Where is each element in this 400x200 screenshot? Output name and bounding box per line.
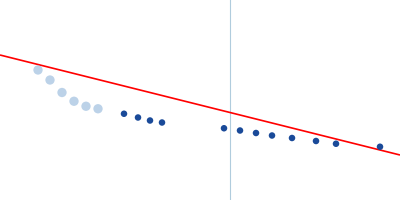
Point bbox=[71, 100, 77, 103]
Point bbox=[95, 107, 101, 110]
Point bbox=[35, 68, 41, 72]
Point bbox=[313, 139, 319, 143]
Point bbox=[289, 136, 295, 140]
Point bbox=[121, 112, 127, 115]
Point bbox=[59, 91, 65, 94]
Point bbox=[377, 145, 383, 148]
Point bbox=[237, 129, 243, 132]
Point bbox=[159, 121, 165, 124]
Point bbox=[147, 119, 153, 122]
Point bbox=[135, 116, 141, 119]
Point bbox=[47, 78, 53, 82]
Point bbox=[333, 142, 339, 145]
Point bbox=[269, 134, 275, 137]
Point bbox=[221, 127, 227, 130]
Point bbox=[253, 131, 259, 135]
Point bbox=[83, 105, 89, 108]
